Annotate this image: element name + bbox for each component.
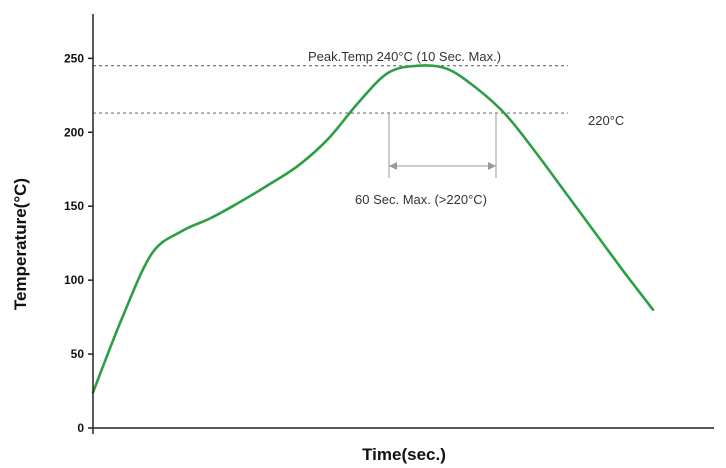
y-tick-label: 200 (64, 125, 84, 139)
y-axis-title: Temperature(°C) (11, 178, 30, 310)
x-axis-title: Time(sec.) (362, 445, 446, 464)
y-tick-label: 0 (77, 421, 84, 435)
y-tick-label: 100 (64, 273, 84, 287)
window-arrowhead-right (488, 162, 496, 170)
time-window-label: 60 Sec. Max. (>220°C) (355, 192, 487, 207)
series-layer (91, 64, 655, 394)
time-window-marker (388, 113, 497, 178)
liquidus-temp-label: 220°C (588, 113, 624, 128)
y-axis-ticks: 0 50 100 150 200 250 (64, 51, 93, 435)
window-arrowhead-left (389, 162, 397, 170)
y-tick-label: 250 (64, 51, 84, 65)
reference-lines (93, 65, 568, 114)
y-tick-label: 50 (71, 347, 85, 361)
temperature-profile-line (91, 64, 655, 394)
y-tick-label: 150 (64, 199, 84, 213)
peak-temp-label: Peak.Temp 240°C (10 Sec. Max.) (308, 49, 501, 64)
